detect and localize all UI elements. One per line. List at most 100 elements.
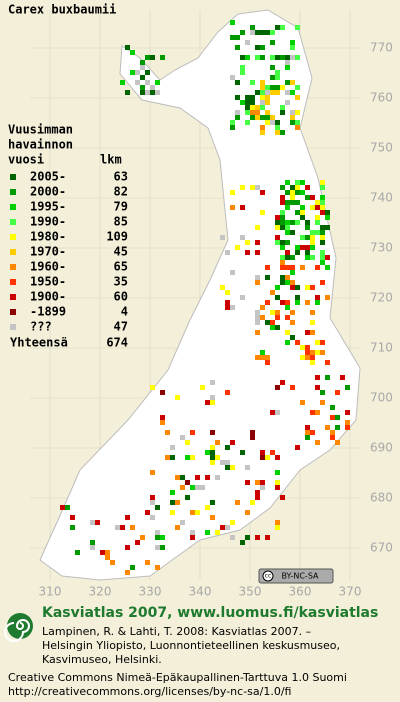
observation-square <box>140 60 145 65</box>
observation-square <box>255 330 260 335</box>
observation-square <box>280 260 285 265</box>
observation-square <box>210 450 215 455</box>
observation-square <box>285 80 290 85</box>
observation-square <box>135 540 140 545</box>
observation-square <box>265 455 270 460</box>
observation-square <box>245 105 250 110</box>
legend-label: 1995- <box>30 200 66 214</box>
legend-swatch <box>10 309 16 315</box>
observation-square <box>260 130 265 135</box>
observation-square <box>255 495 260 500</box>
observation-square <box>315 440 320 445</box>
observation-square <box>275 285 280 290</box>
observation-square <box>230 120 235 125</box>
citation-line: Helsingin Yliopisto, Luonnontieteellinen… <box>42 639 340 652</box>
observation-square <box>250 95 255 100</box>
observation-square <box>310 410 315 415</box>
observation-square <box>320 250 325 255</box>
observation-square <box>140 85 145 90</box>
observation-square <box>260 90 265 95</box>
observation-square <box>125 90 130 95</box>
observation-square <box>295 185 300 190</box>
observation-square <box>320 340 325 345</box>
observation-square <box>160 55 165 60</box>
observation-square <box>220 525 225 530</box>
observation-square <box>325 425 330 430</box>
observation-square <box>305 345 310 350</box>
observation-square <box>170 500 175 505</box>
observation-square <box>210 400 215 405</box>
observation-square <box>315 410 320 415</box>
observation-square <box>125 45 130 50</box>
observation-square <box>65 505 70 510</box>
observation-square <box>230 535 235 540</box>
observation-square <box>255 115 260 120</box>
observation-square <box>315 215 320 220</box>
observation-square <box>240 185 245 190</box>
legend-label: 1960- <box>30 260 66 274</box>
observation-square <box>300 215 305 220</box>
observation-square <box>305 435 310 440</box>
legend-count: 85 <box>114 215 128 229</box>
observation-square <box>210 430 215 435</box>
observation-square <box>260 115 265 120</box>
observation-square <box>220 460 225 465</box>
observation-square <box>180 475 185 480</box>
observation-square <box>310 235 315 240</box>
observation-square <box>275 455 280 460</box>
observation-square <box>290 200 295 205</box>
observation-square <box>275 410 280 415</box>
observation-square <box>290 230 295 235</box>
observation-square <box>270 325 275 330</box>
observation-square <box>240 205 245 210</box>
observation-squares <box>60 20 350 575</box>
observation-square <box>265 320 270 325</box>
observation-square <box>135 80 140 85</box>
observation-square <box>230 75 235 80</box>
observation-square <box>325 360 330 365</box>
observation-square <box>155 90 160 95</box>
observation-square <box>285 205 290 210</box>
observation-square <box>255 45 260 50</box>
observation-square <box>215 530 220 535</box>
observation-square <box>205 475 210 480</box>
observation-square <box>230 465 235 470</box>
observation-square <box>225 465 230 470</box>
legend-count-heading: lkm <box>100 153 122 167</box>
svg-text:cc: cc <box>265 573 272 580</box>
observation-square <box>285 240 290 245</box>
observation-square <box>270 290 275 295</box>
observation-square <box>315 200 320 205</box>
observation-square <box>330 430 335 435</box>
legend-swatch <box>10 249 16 255</box>
observation-square <box>260 450 265 455</box>
observation-square <box>220 235 225 240</box>
observation-square <box>305 195 310 200</box>
observation-square <box>145 80 150 85</box>
observation-square <box>285 280 290 285</box>
citation-line: Lampinen, R. & Lahti, T. 2008: Kasviatla… <box>42 625 311 638</box>
observation-square <box>330 415 335 420</box>
observation-square <box>280 280 285 285</box>
observation-square <box>290 80 295 85</box>
observation-square <box>315 300 320 305</box>
observation-square <box>285 65 290 70</box>
legend-total: 674 <box>106 336 128 350</box>
observation-square <box>240 295 245 300</box>
observation-square <box>260 355 265 360</box>
observation-square <box>320 225 325 230</box>
observation-square <box>145 70 150 75</box>
observation-square <box>320 195 325 200</box>
observation-square <box>235 500 240 505</box>
easting-label: 330 <box>139 585 162 599</box>
observation-square <box>235 45 240 50</box>
observation-square <box>315 340 320 345</box>
observation-square <box>245 250 250 255</box>
observation-square <box>295 85 300 90</box>
observation-square <box>240 70 245 75</box>
observation-square <box>310 245 315 250</box>
observation-square <box>330 405 335 410</box>
legend-label: 1900- <box>30 290 66 304</box>
observation-square <box>100 550 105 555</box>
observation-square <box>150 85 155 90</box>
